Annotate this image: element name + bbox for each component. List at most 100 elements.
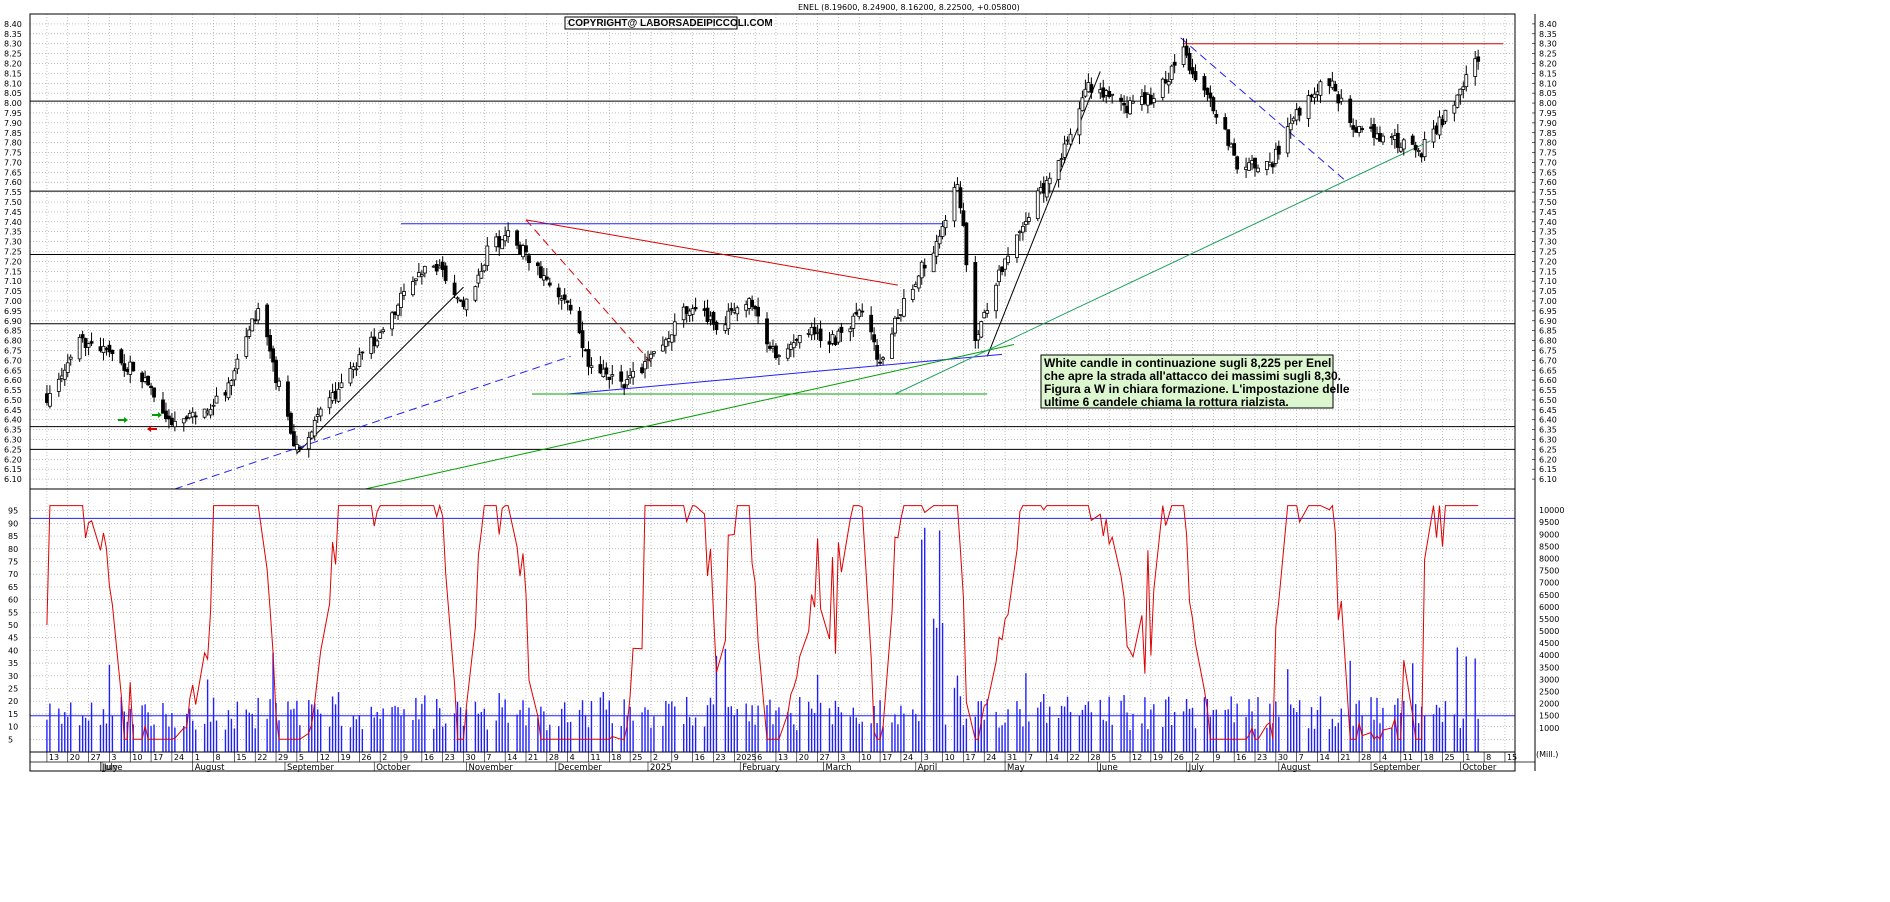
candle-body: [541, 275, 546, 281]
candle-body: [378, 332, 383, 339]
candle-body: [711, 311, 716, 325]
candle-body: [982, 312, 987, 319]
candle-body: [622, 384, 627, 389]
candle-body: [1398, 146, 1403, 152]
date-axis-frame: [29, 751, 1516, 772]
candle-body: [65, 362, 70, 373]
candle-body: [431, 265, 436, 268]
trendline: [296, 286, 464, 454]
day-tick-label: 9: [1215, 753, 1220, 762]
price-tick-right: 8.30: [1539, 40, 1557, 49]
candle-body: [437, 265, 442, 269]
candle-body: [1437, 116, 1442, 136]
candle-body: [753, 305, 758, 310]
trendline: [894, 140, 1431, 395]
candle-body: [1110, 93, 1115, 96]
price-tick-right: 6.95: [1539, 307, 1557, 316]
price-tick-right: 7.65: [1539, 168, 1557, 177]
price-tick-right: 7.05: [1539, 287, 1557, 296]
candle-body: [774, 345, 778, 359]
candle-body: [1023, 221, 1028, 225]
candle-body: [1003, 258, 1007, 270]
volume-tick: 3000: [1539, 675, 1559, 684]
day-tick-label: 16: [1236, 753, 1246, 762]
candle-body: [381, 329, 386, 333]
candle-body: [306, 436, 311, 450]
candle-body: [901, 298, 906, 317]
candle-body: [419, 274, 424, 277]
candle-body: [881, 357, 885, 360]
candle-body: [628, 375, 633, 379]
candle-body: [985, 310, 990, 314]
candle-body: [330, 392, 335, 402]
candle-body: [214, 395, 219, 404]
candle-body: [812, 326, 817, 335]
annotation-line-2: che apre la strada all'attacco dei massi…: [1044, 369, 1341, 383]
price-tick-right: 6.90: [1539, 317, 1557, 326]
candle-body: [899, 314, 903, 316]
day-tick-label: 8: [216, 753, 221, 762]
trendline: [567, 353, 1003, 395]
month-label: November: [468, 763, 513, 773]
candle-body: [1181, 46, 1186, 65]
day-tick-label: 16: [695, 753, 705, 762]
price-tick-right: 7.50: [1539, 198, 1557, 207]
candle-body: [1062, 143, 1067, 158]
price-tick-right: 7.25: [1539, 248, 1557, 257]
candle-body: [1369, 126, 1373, 129]
candle-body: [479, 270, 484, 279]
candle-body: [1187, 52, 1192, 71]
candle-body: [1065, 139, 1070, 142]
day-tick-label: 27: [820, 753, 830, 762]
candle-body: [172, 420, 177, 428]
price-tick-left: 8.05: [4, 89, 22, 98]
annotation-background: [1040, 354, 1334, 409]
candle-body: [205, 410, 210, 414]
annotation-line-4: ultime 6 candele chiama la rottura rialz…: [1044, 395, 1289, 409]
candle-body: [1339, 97, 1344, 102]
candle-body: [1351, 125, 1356, 130]
candle-body: [286, 381, 290, 417]
price-tick-left: 6.40: [4, 416, 22, 425]
axes: 13 20 27 3 10 17 24 1 8 15 22 29 5 12 19 26 2 9 16 23 30 7 14 2…: [4, 13, 1564, 773]
price-tick-right: 6.35: [1539, 426, 1557, 435]
candle-body: [131, 361, 136, 372]
month-label: August: [195, 763, 225, 773]
month-label: July: [101, 763, 117, 773]
oscillator-tick: 5: [8, 735, 13, 744]
candle-body: [1169, 65, 1174, 80]
candle-body: [1125, 105, 1129, 114]
candle-body: [702, 308, 707, 311]
candle-body: [1458, 88, 1463, 96]
candle-body: [1143, 92, 1147, 104]
candle-body: [672, 321, 677, 336]
day-tick-label: 25: [632, 753, 642, 762]
candle-body: [1190, 67, 1195, 75]
candle-body: [86, 343, 91, 348]
candle-body: [1163, 79, 1168, 84]
candle-body: [997, 269, 1002, 283]
candle-body: [705, 307, 710, 322]
oscillator-tick: 30: [8, 672, 18, 681]
price-tick-left: 6.55: [4, 386, 22, 395]
candle-body: [89, 341, 94, 344]
candle-body: [494, 236, 499, 248]
candle-body: [836, 330, 841, 343]
candle-body: [681, 306, 686, 321]
price-tick-left: 8.10: [4, 79, 22, 88]
month-label: October: [376, 763, 411, 773]
candle-body: [1401, 139, 1406, 150]
candle-body: [708, 315, 713, 321]
candle-body: [976, 333, 981, 341]
price-tick-left: 7.80: [4, 139, 22, 148]
candle-body: [271, 348, 275, 363]
candle-body: [190, 411, 195, 418]
oscillator-tick: 15: [8, 710, 18, 719]
candle-body: [443, 265, 448, 281]
candle-body: [1098, 89, 1103, 94]
candle-body: [690, 308, 695, 315]
candle-body: [839, 326, 844, 333]
candle-body: [660, 344, 665, 352]
candle-body: [1235, 156, 1240, 170]
candle-body: [952, 187, 957, 222]
